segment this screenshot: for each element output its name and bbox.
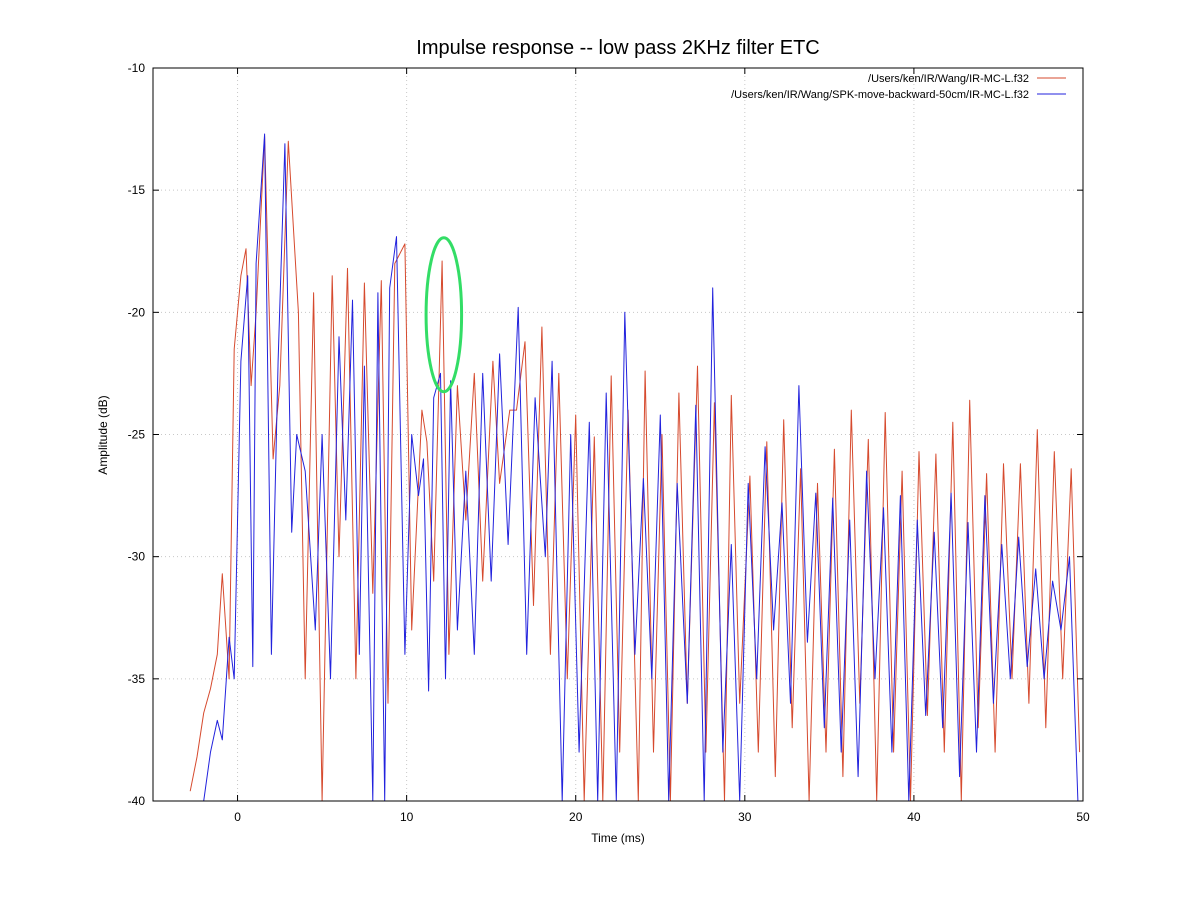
annotations [424, 236, 464, 394]
y-tick-label: -20 [128, 305, 146, 319]
legend-label-2: /Users/ken/IR/Wang/SPK-move-backward-50c… [731, 89, 1029, 101]
legend: /Users/ken/IR/Wang/IR-MC-L.f32/Users/ken… [731, 73, 1066, 101]
legend-label-1: /Users/ken/IR/Wang/IR-MC-L.f32 [868, 73, 1029, 85]
x-tick-label: 0 [234, 810, 241, 824]
axis-ticks: 0 10 20 30 40 50 -10 -15 -20 -25 -30 -35 -40 [128, 61, 1090, 824]
x-tick-label: 20 [569, 810, 583, 824]
y-tick-label: -15 [128, 183, 146, 197]
series-1-line [189, 135, 1081, 802]
x-tick-label: 40 [907, 810, 921, 824]
x-tick-label: 50 [1076, 810, 1090, 824]
y-tick-label: -40 [128, 794, 146, 808]
chart-title: Impulse response -- low pass 2KHz filter… [416, 37, 819, 59]
y-tick-label: -30 [128, 550, 146, 564]
series-lines [189, 133, 1081, 802]
y-tick-label: -25 [128, 428, 146, 442]
y-axis-label: Amplitude (dB) [96, 395, 110, 474]
y-tick-label: -35 [128, 672, 146, 686]
highlight-ellipse [424, 236, 464, 394]
x-axis-label: Time (ms) [591, 831, 645, 845]
y-tick-label: -10 [128, 61, 146, 75]
x-tick-label: 10 [400, 810, 414, 824]
series-2-line [203, 133, 1079, 802]
x-tick-label: 30 [738, 810, 752, 824]
